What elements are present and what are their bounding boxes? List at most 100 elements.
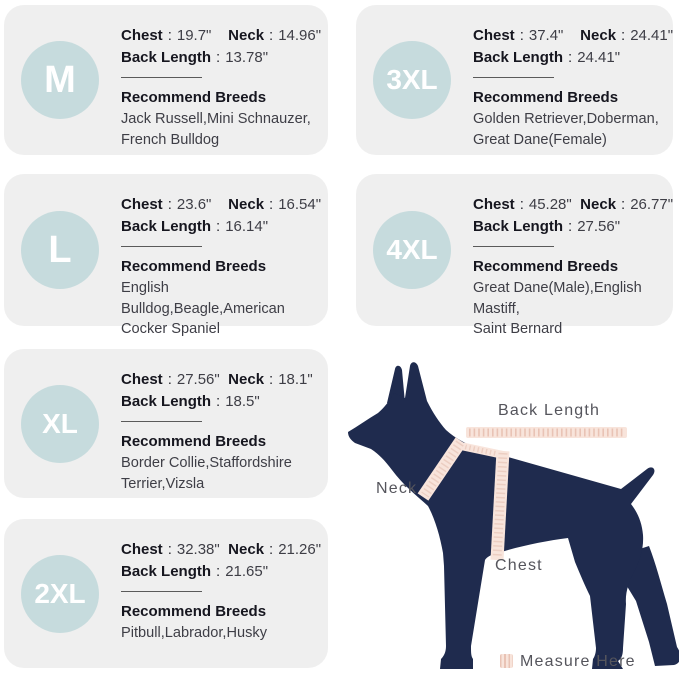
size-badge-4xl: 4XL: [373, 211, 451, 289]
size-card-body: Chest:19.7" Neck:14.96" Back Length:13.7…: [121, 25, 324, 150]
neck-label: Neck: [228, 541, 265, 558]
back-length-value: 16.14": [225, 218, 269, 235]
neck-measurement: Neck:24.41": [580, 25, 673, 47]
size-card-body: Chest:27.56" Neck:18.1" Back Length:18.5…: [121, 369, 324, 494]
separator: :: [269, 371, 274, 388]
neck-label: Neck: [228, 196, 265, 213]
separator: :: [216, 563, 221, 580]
back-length-value: 21.65": [225, 563, 269, 580]
recommend-breeds-heading: Recommend Breeds: [121, 89, 267, 106]
back-length-row: Back Length:13.78": [121, 47, 324, 69]
neck-value: 18.1": [278, 371, 313, 388]
size-badge-label: L: [48, 228, 72, 271]
chest-diagram-label: Chest: [495, 557, 543, 574]
measurements-row: Chest:23.6" Neck:16.54": [121, 194, 324, 216]
back-length-row: Back Length:27.56": [473, 216, 669, 238]
size-badge-l: L: [21, 211, 99, 289]
chest-label: Chest: [473, 27, 515, 44]
divider: [121, 421, 202, 422]
chest-value: 45.28": [528, 196, 572, 213]
separator: :: [621, 196, 626, 213]
separator: :: [519, 27, 524, 44]
breed-line: Jack Russell,Mini Schnauzer,: [121, 111, 311, 127]
back-length-label: Back Length: [121, 393, 212, 410]
chest-measurement: Chest:27.56": [121, 369, 224, 391]
size-card-4xl: 4XL Chest:45.28" Neck:26.77" Back Length…: [356, 174, 673, 337]
divider: [473, 246, 554, 247]
breed-line: Cocker Spaniel: [121, 321, 220, 337]
chest-measurement: Chest:45.28": [473, 194, 576, 216]
neck-label: Neck: [228, 27, 265, 44]
separator: :: [216, 393, 221, 410]
breed-line: Saint Bernard: [473, 321, 563, 337]
separator: :: [568, 49, 573, 66]
chest-measurement: Chest:23.6": [121, 194, 224, 216]
chest-label: Chest: [121, 27, 163, 44]
back-length-row: Back Length:21.65": [121, 561, 324, 583]
separator: :: [621, 27, 626, 44]
size-badge-2xl: 2XL: [21, 554, 99, 633]
breed-line: French Bulldog: [121, 131, 220, 148]
size-badge-3xl: 3XL: [373, 41, 451, 119]
neck-value: 24.41": [630, 27, 674, 44]
back-length-label: Back Length: [121, 49, 212, 66]
separator: :: [269, 27, 274, 44]
neck-value: 21.26": [278, 541, 322, 558]
breed-line: Border Collie,Staffordshire: [121, 455, 292, 471]
back-length-value: 18.5": [225, 393, 260, 410]
chest-value: 23.6": [176, 196, 212, 213]
measurements-row: Chest:45.28" Neck:26.77": [473, 194, 673, 216]
neck-diagram-label: Neck: [376, 480, 418, 497]
separator: :: [568, 218, 573, 235]
back-length-value: 13.78": [225, 49, 269, 66]
separator: :: [519, 196, 524, 213]
separator: :: [269, 541, 274, 558]
size-card-body: Chest:23.6" Neck:16.54" Back Length:16.1…: [121, 194, 324, 340]
back-length-diagram-label: Back Length: [498, 402, 601, 419]
measuring-diagram: Back Length Neck Chest Measure Here: [340, 356, 679, 676]
size-card-l: L Chest:23.6" Neck:16.54" Back Length:16…: [4, 174, 328, 337]
measure-here-label: Measure Here: [520, 653, 636, 670]
separator: :: [216, 49, 221, 66]
chest-label: Chest: [121, 371, 163, 388]
measurements-row: Chest:27.56" Neck:18.1": [121, 369, 324, 391]
chest-label: Chest: [121, 541, 163, 558]
divider: [473, 77, 554, 78]
size-card-2xl: 2XL Chest:32.38" Neck:21.26" Back Length…: [4, 519, 328, 668]
recommend-breeds-heading: Recommend Breeds: [121, 258, 267, 275]
neck-value: 14.96": [278, 27, 322, 44]
dog-far-rear-leg: [622, 546, 679, 666]
divider: [121, 246, 202, 247]
back-length-label: Back Length: [473, 218, 564, 235]
neck-label: Neck: [228, 371, 265, 388]
neck-measurement: Neck:21.26": [228, 539, 321, 561]
breed-line: Great Dane(Male),English Mastiff,: [473, 280, 642, 317]
neck-tape-ticks: [421, 440, 464, 498]
neck-value: 26.77": [630, 196, 674, 213]
measurements-row: Chest:37.4" Neck:24.41": [473, 25, 673, 47]
chest-value: 19.7": [176, 27, 212, 44]
separator: :: [216, 218, 221, 235]
dog-silhouette-graphic: [348, 362, 679, 669]
dog-far-ear: [387, 365, 405, 403]
size-badge-label: 3XL: [386, 64, 438, 95]
chest-label: Chest: [121, 196, 163, 213]
neck-measurement: Neck:14.96": [228, 25, 321, 47]
neck-label: Neck: [580, 27, 617, 44]
measurements-row: Chest: 19.7" Neck:14.96": [121, 25, 324, 47]
neck-label: Neck: [580, 196, 617, 213]
back-length-label: Back Length: [121, 218, 212, 235]
breed-line: Golden Retriever,Doberman,: [473, 111, 659, 127]
size-badge-label: M: [44, 58, 76, 101]
chest-value: 32.38": [176, 541, 220, 558]
neck-measurement: Neck:18.1": [228, 369, 313, 391]
recommend-breeds-heading: Recommend Breeds: [473, 89, 619, 106]
divider: [121, 591, 202, 592]
breed-line: Great Dane(Female): [473, 131, 607, 148]
separator: :: [167, 196, 172, 213]
separator: :: [167, 371, 172, 388]
breed-line: English Bulldog,Beagle,American: [121, 280, 285, 317]
size-badge-label: 2XL: [34, 577, 86, 609]
separator: :: [167, 541, 172, 558]
